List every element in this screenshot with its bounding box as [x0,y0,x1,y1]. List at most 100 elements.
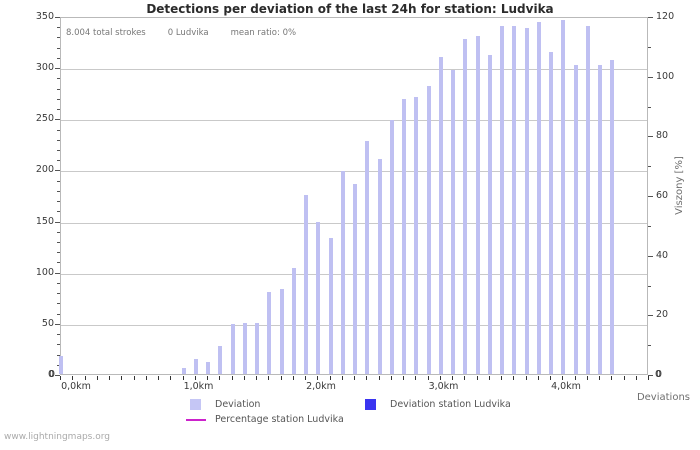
x-tick-mark [207,376,208,380]
y-tick-mark-left-minor [57,88,60,90]
station-count-text: 0 Ludvika [167,28,209,38]
total-strokes-text: 8.004 total strokes [66,28,146,38]
chart-annotations: 8.004 total strokes 0 Ludvika mean ratio: … [66,28,296,38]
y-tick-mark-left-minor [57,129,60,131]
x-tick-mark [415,376,417,380]
x-tick-mark [403,376,404,380]
gridline [61,171,647,173]
bar [279,289,284,374]
x-tick-mark [513,376,515,380]
x-tick-mark [256,376,257,380]
bar [549,51,553,374]
y-tick-mark-right-minor [648,225,651,227]
mean-ratio-text: mean ratio: 0% [230,28,297,38]
bar [585,26,590,374]
x-tick-mark [305,376,306,380]
y-tick-mark-left-minor [57,160,60,162]
gridline [61,69,647,71]
y-tick-label-left: 50 [41,317,54,329]
bar [475,36,480,374]
gridline [61,120,647,122]
y-tick-mark-right [648,196,653,197]
legend-swatch-deviation-station [365,399,376,410]
y-axis-label-left: Count [0,160,3,191]
y-tick-mark-left-minor [57,262,60,264]
y-tick-label-right: 0 [656,369,663,380]
x-tick-mark [611,376,613,380]
y-tick-mark-right [648,255,653,257]
x-tick-mark [586,376,588,380]
y-tick-mark-left-minor [57,231,60,233]
y-tick-mark-left-minor [57,242,60,244]
x-tick-mark [464,376,466,380]
bar [230,323,235,374]
x-tick-mark [354,376,355,380]
legend-label-deviation-station: Deviation station Ludvika [390,399,511,410]
bar [340,171,345,374]
x-tick-mark [280,376,282,380]
x-tick-mark [121,376,123,380]
y-tick-mark-left-minor [57,344,60,346]
bar [426,85,431,374]
x-tick-mark [427,376,429,380]
y-tick-label-left: 350 [35,11,54,22]
x-tick-mark [170,376,172,380]
y-tick-mark-left-minor [57,364,60,366]
bar [487,54,492,374]
y-tick-label-left: 150 [35,215,54,227]
bar [242,322,247,374]
x-tick-mark [623,376,625,380]
x-axis-zero-right: 0 [654,369,662,380]
y-tick-mark-right-minor [648,106,651,108]
bar [316,221,321,374]
x-tick-mark [158,376,159,380]
y-tick-mark-left [55,119,60,121]
x-tick-mark [84,376,86,380]
x-tick-mark [96,376,98,380]
bar [438,56,443,374]
y-tick-label-left: 0 [47,369,54,380]
x-tick-mark [476,376,478,380]
bar [304,195,308,374]
x-axis-label: Deviations [636,392,690,403]
x-tick-mark [243,376,245,380]
x-tick-label: 0,0km [61,381,91,392]
legend-label-percentage-station: Percentage station Ludvika [215,414,344,425]
y-tick-mark-right [648,375,653,376]
bar [353,183,357,374]
y-tick-label-left: 200 [35,164,54,176]
y-tick-mark-left-minor [57,78,60,80]
y-tick-mark-left [55,17,60,18]
x-tick-mark [366,376,368,380]
legend-label-deviation: Deviation [215,399,261,410]
x-tick-label: 3,0km [428,381,459,392]
y-tick-mark-right [648,136,653,138]
x-tick-label: 4,0km [551,381,581,392]
y-tick-mark-left-minor [57,109,60,111]
legend-line-percentage-station [186,419,206,421]
bar [206,361,210,374]
x-tick-mark [439,376,441,380]
y-tick-label-right: 100 [656,70,675,82]
y-tick-mark-left [55,375,60,376]
y-tick-mark-left-minor [57,293,60,295]
y-tick-mark-right [648,315,653,317]
y-tick-mark-left [55,68,60,70]
chart-legend: Deviation Deviation station Ludvika Perc… [0,395,700,435]
y-tick-label-left: 250 [35,113,54,125]
y-axis-label-right: Viszony [%] [673,156,685,215]
bar [524,28,529,374]
bar [59,355,63,374]
y-tick-mark-right [648,17,653,18]
y-tick-mark-left-minor [57,27,60,29]
x-axis-zero-left: 0 [48,369,56,380]
y-tick-mark-left-minor [57,313,60,315]
x-tick-mark [378,376,380,380]
y-tick-mark-right-minor [648,166,651,168]
x-tick-mark [648,376,649,380]
y-tick-mark-left-minor [57,98,60,100]
x-tick-mark [635,376,637,380]
x-tick-mark [317,376,319,380]
x-tick-mark [488,376,490,380]
